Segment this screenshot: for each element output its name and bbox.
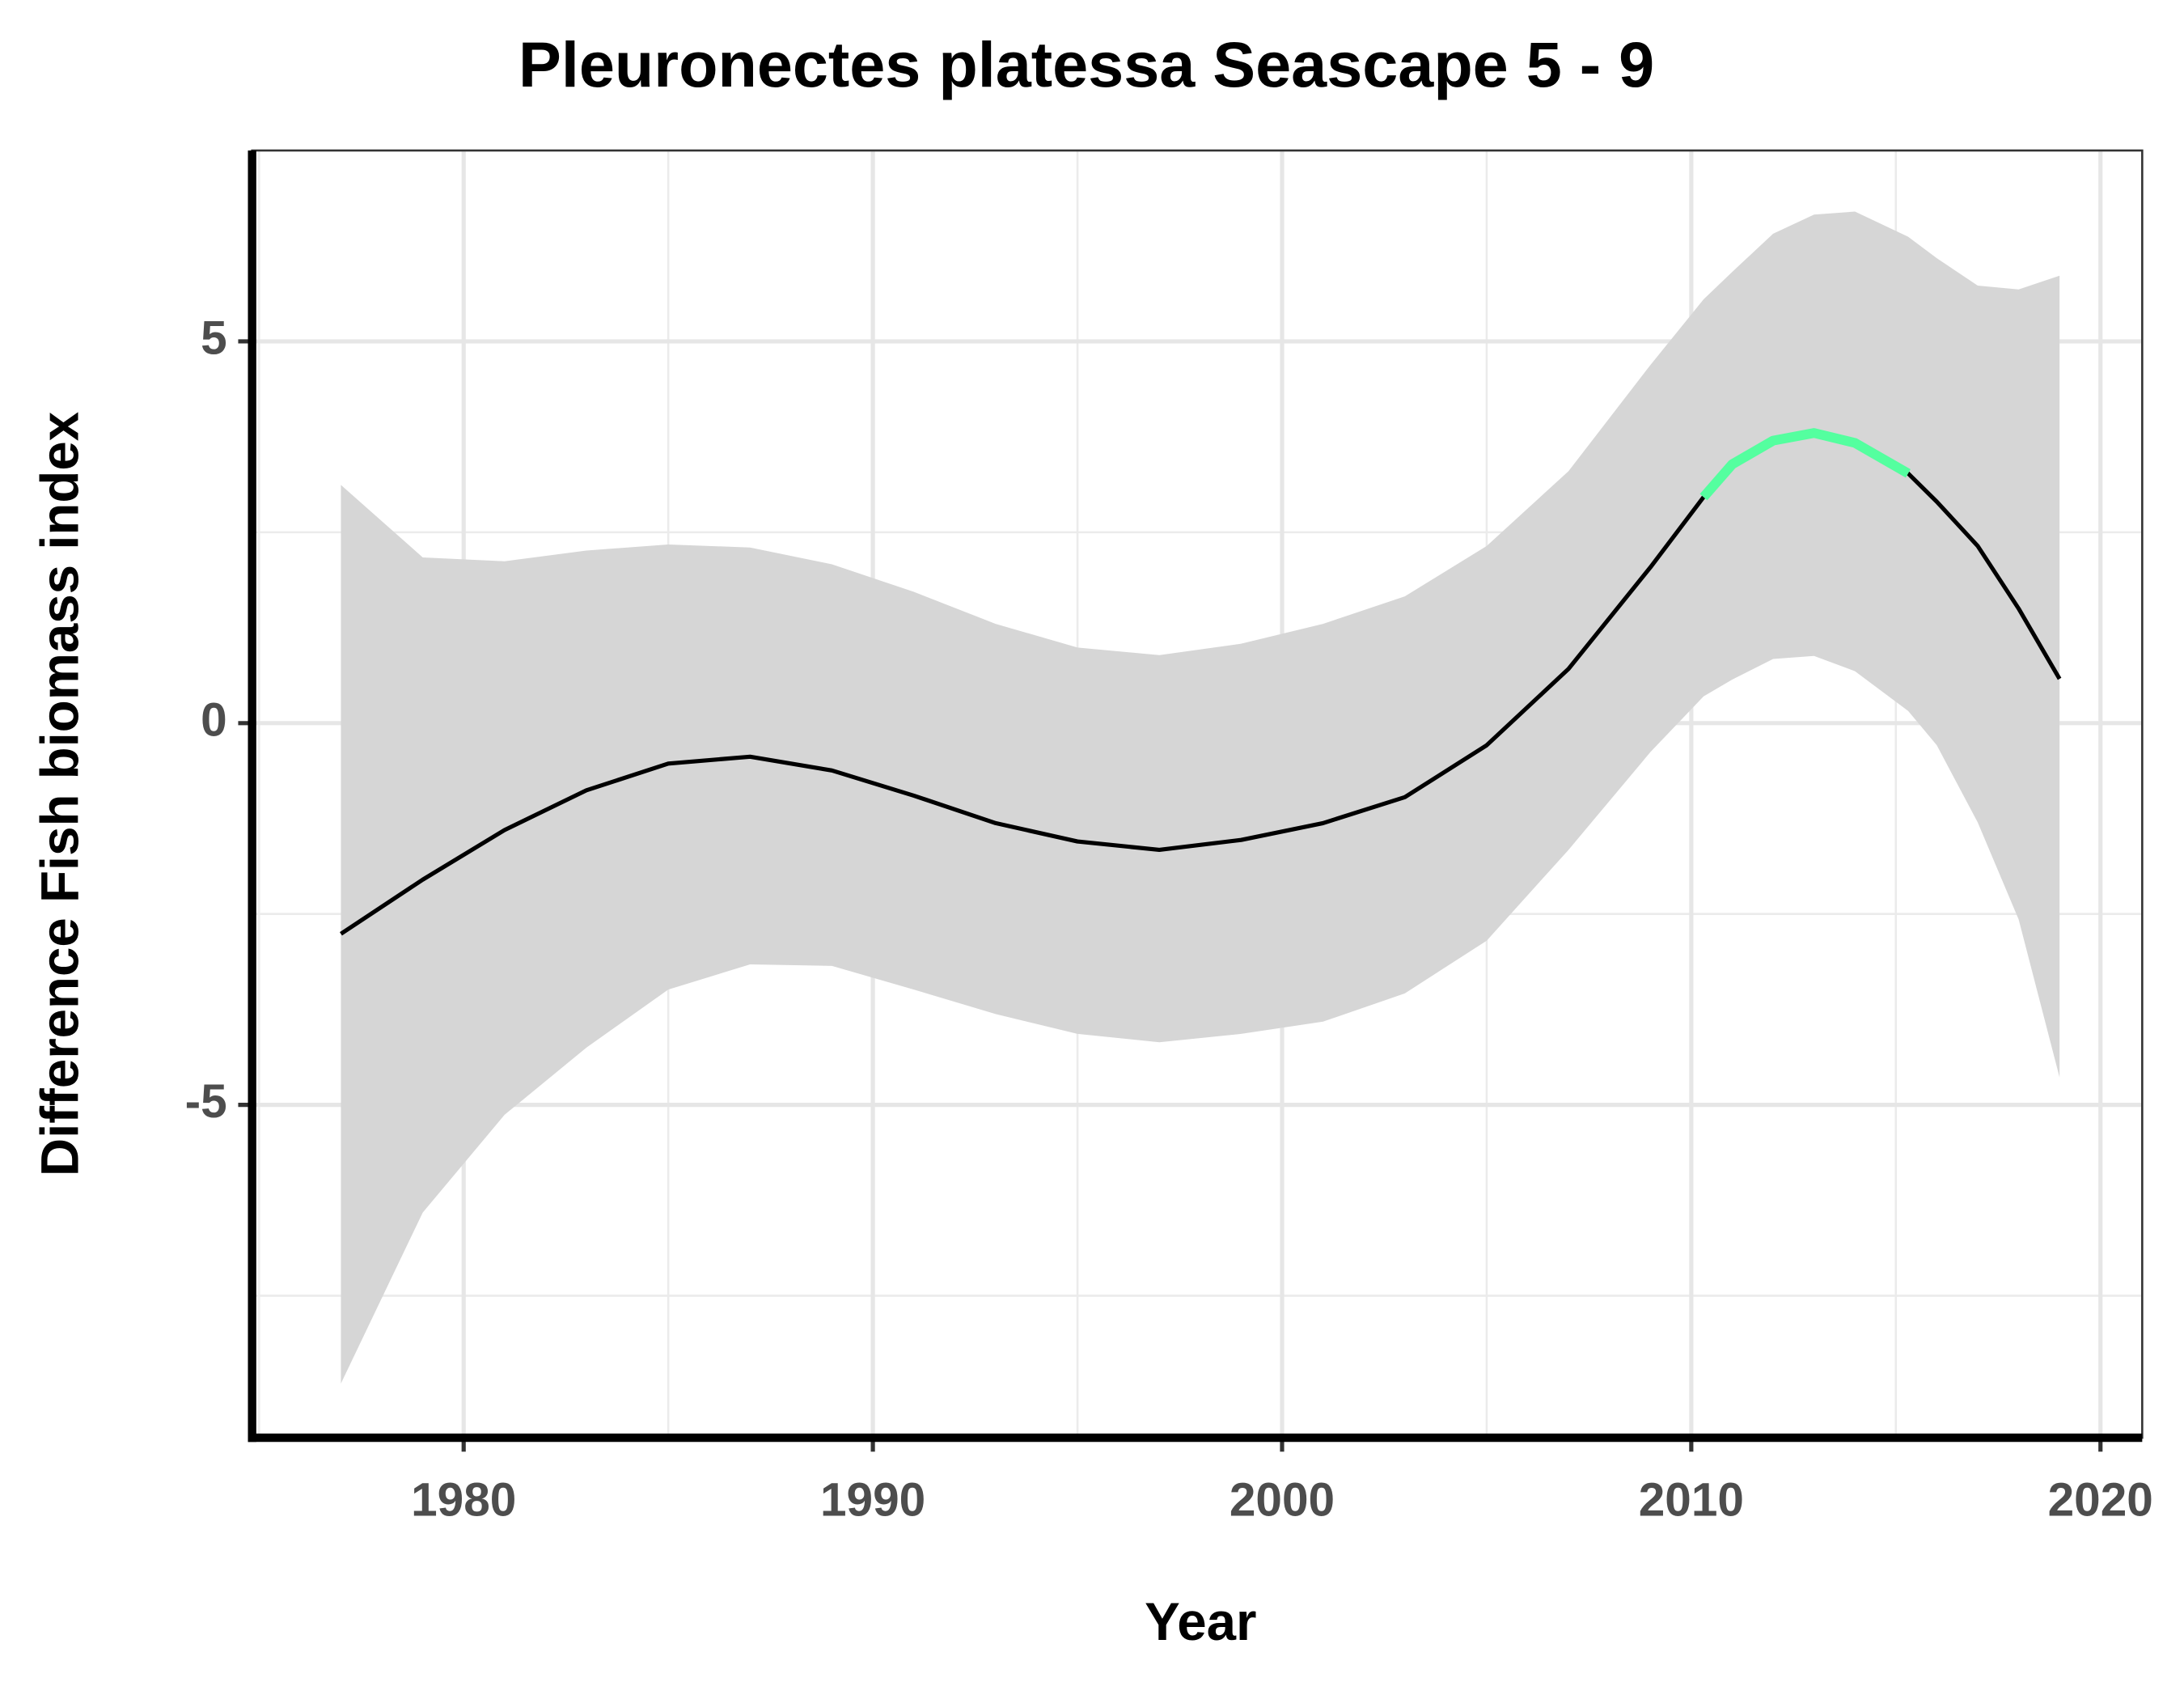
y-tick-label: 5: [201, 311, 227, 364]
line: [1699, 428, 1911, 501]
x-axis-title: Year: [1145, 1592, 1256, 1651]
x-tick-label: 1990: [820, 1473, 925, 1526]
x-tick-label: 2010: [1639, 1473, 1744, 1526]
x-tick-label: 2000: [1230, 1473, 1335, 1526]
confidence-band: [341, 211, 2060, 1384]
y-axis-title: Difference Fish biomass index: [30, 412, 89, 1176]
x-tick-label: 2020: [2048, 1473, 2153, 1526]
chart-title: Pleuronectes platessa Seascape 5 - 9: [518, 28, 1654, 100]
x-tick-label: 1980: [411, 1473, 516, 1526]
y-tick-label: 0: [201, 693, 227, 746]
y-tick-label: -5: [185, 1075, 227, 1128]
